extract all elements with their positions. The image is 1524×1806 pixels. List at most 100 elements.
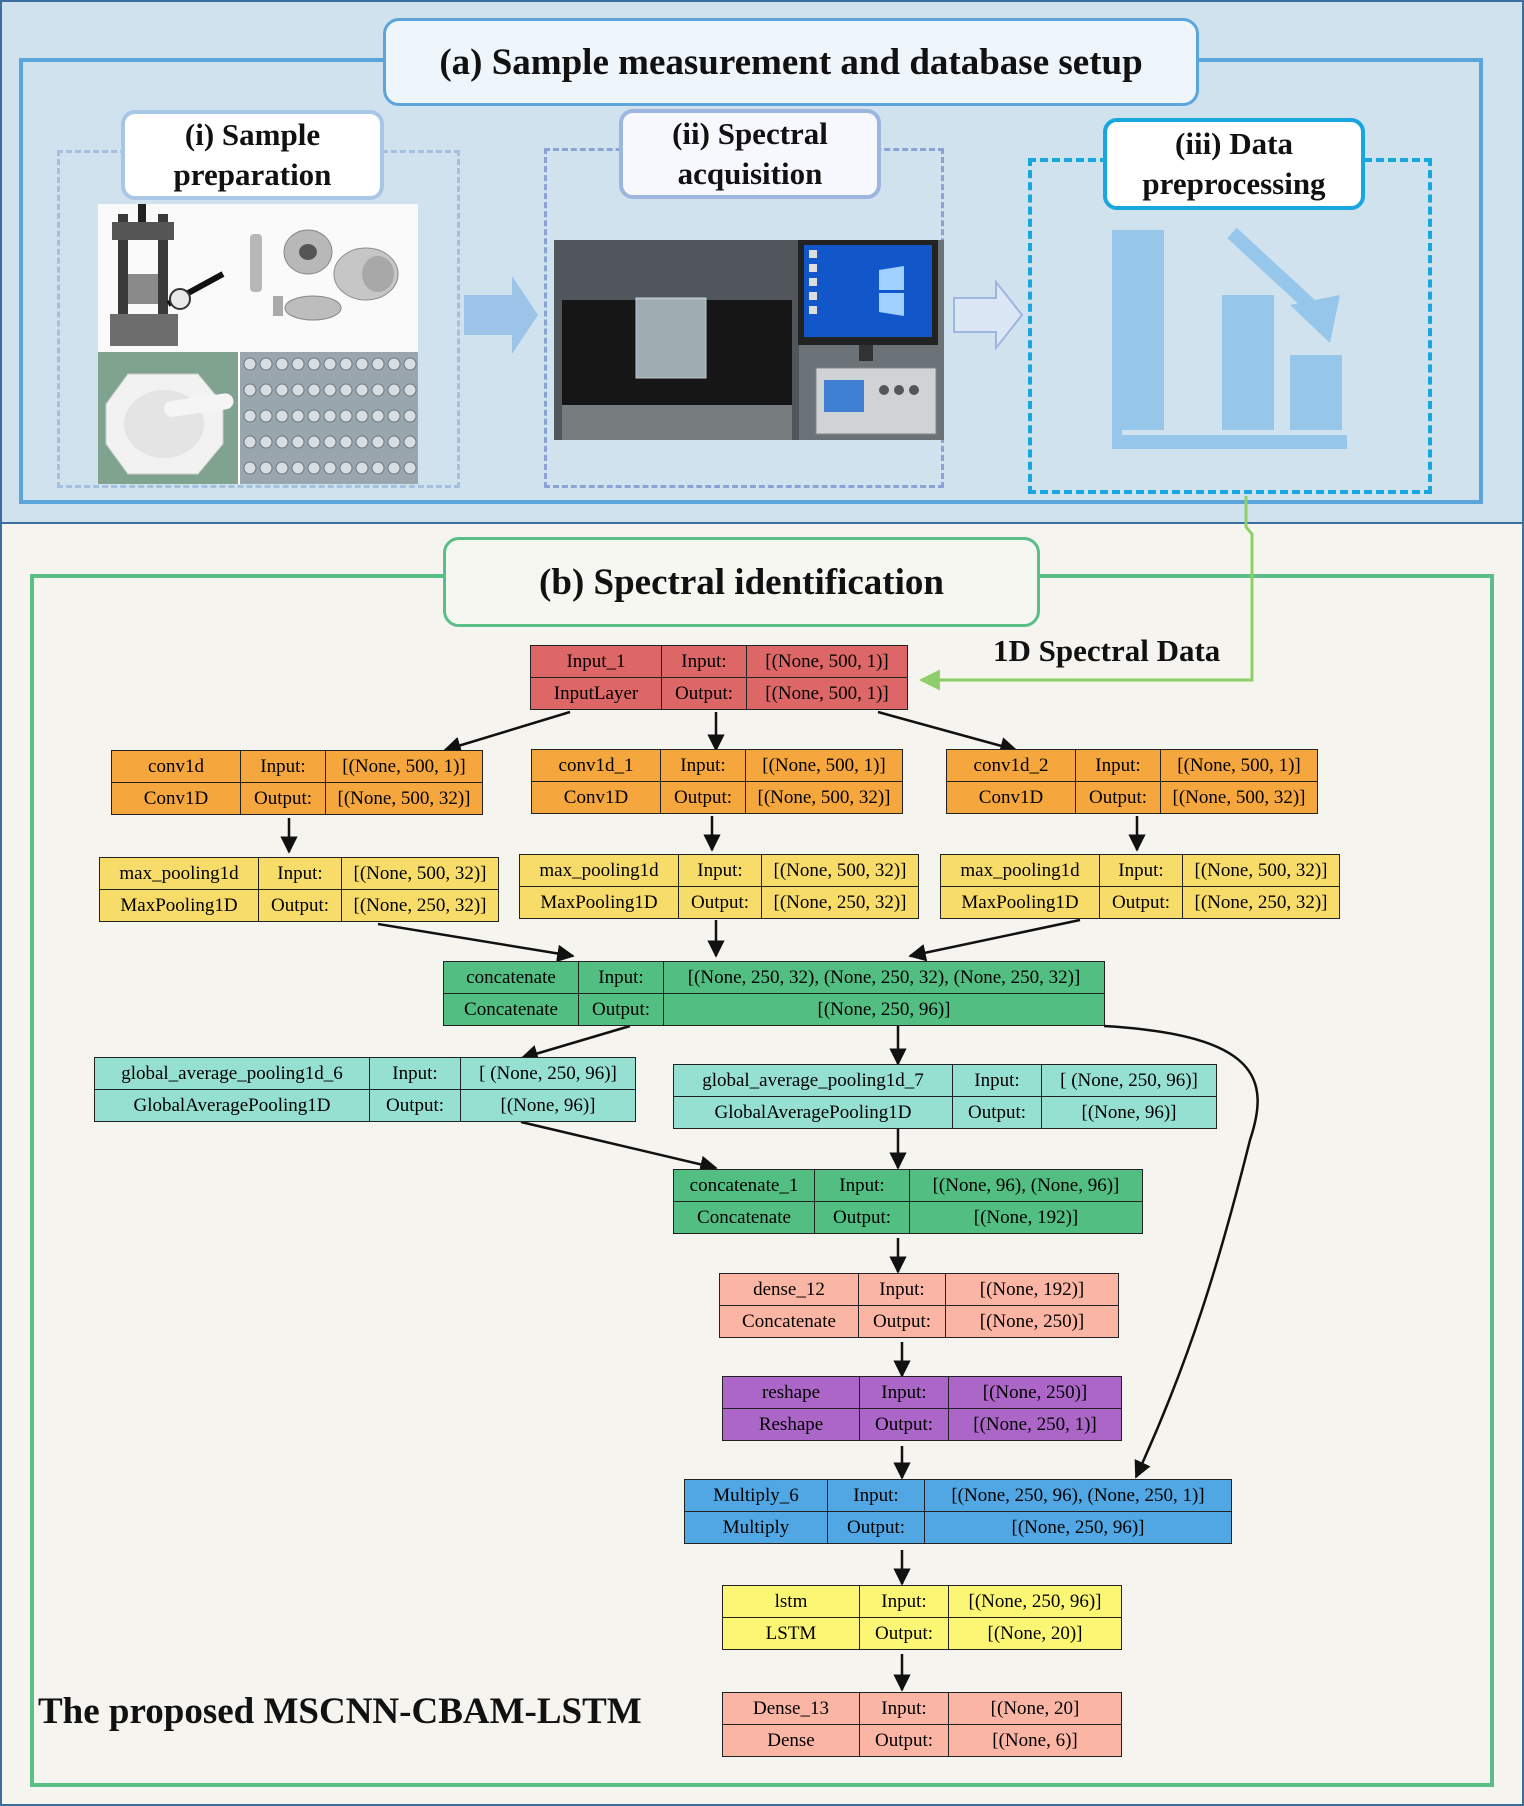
input-label: Input: xyxy=(660,749,746,782)
input-shape: [(None, 250)] xyxy=(948,1376,1122,1409)
layer-name: Multiply_6 xyxy=(684,1479,828,1512)
layer-name: global_average_pooling1d_6 xyxy=(94,1057,370,1090)
input-shape: [(None, 500, 32)] xyxy=(1182,854,1340,887)
input-shape: [(None, 192)] xyxy=(945,1273,1119,1306)
output-label: Output: xyxy=(858,1305,946,1338)
layer-name: conv1d xyxy=(111,750,241,783)
model-name-label: The proposed MSCNN-CBAM-LSTM xyxy=(38,1691,642,1732)
step-2-title: (ii) Spectral acquisition xyxy=(619,109,881,199)
input-label: Input: xyxy=(1075,749,1161,782)
layer-input-1: Input_1 Input: [(None, 500, 1)] InputLayer… xyxy=(530,645,908,710)
output-shape: [(None, 250, 32)] xyxy=(761,886,919,919)
output-shape: [(None, 96)] xyxy=(460,1089,636,1122)
spectrometer-photo xyxy=(554,240,944,440)
input-label: Input: xyxy=(369,1057,461,1090)
layer-type: Concatenate xyxy=(673,1201,815,1234)
output-label: Output: xyxy=(859,1617,949,1650)
layer-type: Conv1D xyxy=(111,782,241,815)
layer-type: GlobalAveragePooling1D xyxy=(94,1089,370,1122)
layer-reshape: reshape Input: [(None, 250)] Reshape Output… xyxy=(722,1376,1122,1441)
output-label: Output: xyxy=(678,886,762,919)
layer-conv1d: conv1d Input: [(None, 500, 1)] Conv1D Outpu… xyxy=(111,750,483,815)
output-shape: [(None, 250)] xyxy=(945,1305,1119,1338)
layer-dense-13: Dense_13 Input: [(None, 20] Dense Output:[(… xyxy=(722,1692,1122,1757)
output-label: Output: xyxy=(859,1724,949,1757)
input-shape: [(None, 500, 32)] xyxy=(761,854,919,887)
input-label: Input: xyxy=(859,1692,949,1725)
input-label: Input: xyxy=(814,1169,910,1202)
output-shape: [(None, 250, 96)] xyxy=(663,993,1105,1026)
layer-type: Conv1D xyxy=(946,781,1076,814)
input-shape: [(None, 500, 1)] xyxy=(745,749,903,782)
input-shape: [(None, 96), (None, 96)] xyxy=(909,1169,1143,1202)
output-label: Output: xyxy=(1099,886,1183,919)
output-label: Output: xyxy=(660,781,746,814)
output-label: Output: xyxy=(258,889,342,922)
output-label: Output: xyxy=(661,677,747,710)
layer-type: Conv1D xyxy=(531,781,661,814)
arrow-step-1-to-2 xyxy=(464,276,538,354)
output-label: Output: xyxy=(1075,781,1161,814)
input-label: Input: xyxy=(827,1479,925,1512)
layer-name: global_average_pooling1d_7 xyxy=(673,1064,953,1097)
spectral-data-label: 1D Spectral Data xyxy=(993,633,1221,668)
layer-type: Concatenate xyxy=(443,993,579,1026)
input-shape: [(None, 500, 32)] xyxy=(341,857,499,890)
layer-type: Multiply xyxy=(684,1511,828,1544)
layer-global-average-pooling1d-6: global_average_pooling1d_6 Input:[ (None,… xyxy=(94,1057,636,1122)
input-label: Input: xyxy=(240,750,326,783)
output-shape: [(None, 6)] xyxy=(948,1724,1122,1757)
layer-name: dense_12 xyxy=(719,1273,859,1306)
layer-name: max_pooling1d xyxy=(940,854,1100,887)
sample-preparation-photo xyxy=(98,204,418,484)
layer-max-pooling1d-c: max_pooling1d Input: [(None, 500, 32)] Max… xyxy=(940,854,1340,919)
panel-b-title: (b) Spectral identification xyxy=(443,537,1040,627)
input-shape: [(None, 500, 1)] xyxy=(1160,749,1318,782)
input-shape: [(None, 250, 32), (None, 250, 32), (None… xyxy=(663,961,1105,994)
input-label: Input: xyxy=(1099,854,1183,887)
input-label: Input: xyxy=(859,1376,949,1409)
layer-name: reshape xyxy=(722,1376,860,1409)
layer-max-pooling1d-a: max_pooling1d Input: [(None, 500, 32)] Max… xyxy=(99,857,499,922)
input-label: Input: xyxy=(859,1585,949,1618)
input-label: Input: xyxy=(858,1273,946,1306)
input-shape: [(None, 250, 96), (None, 250, 1)] xyxy=(924,1479,1232,1512)
output-label: Output: xyxy=(814,1201,910,1234)
sample-press-illustration xyxy=(98,204,418,484)
output-shape: [(None, 500, 32)] xyxy=(1160,781,1318,814)
layer-name: conv1d_1 xyxy=(531,749,661,782)
input-shape: [ (None, 250, 96)] xyxy=(460,1057,636,1090)
input-label: Input: xyxy=(578,961,664,994)
panel-a-title: (a) Sample measurement and database setu… xyxy=(383,18,1199,106)
output-shape: [(None, 250, 32)] xyxy=(341,889,499,922)
input-shape: [(None, 250, 96)] xyxy=(948,1585,1122,1618)
output-shape: [(None, 250, 1)] xyxy=(948,1408,1122,1441)
input-shape: [(None, 20] xyxy=(948,1692,1122,1725)
layer-lstm: lstm Input: [(None, 250, 96)] LSTM Output:[… xyxy=(722,1585,1122,1650)
input-shape: [(None, 500, 1)] xyxy=(746,645,908,678)
input-label: Input: xyxy=(661,645,747,678)
output-label: Output: xyxy=(859,1408,949,1441)
layer-name: max_pooling1d xyxy=(519,854,679,887)
layer-type: Dense xyxy=(722,1724,860,1757)
output-shape: [(None, 192)] xyxy=(909,1201,1143,1234)
layer-name: concatenate_1 xyxy=(673,1169,815,1202)
output-shape: [(None, 500, 32)] xyxy=(745,781,903,814)
layer-multiply-6: Multiply_6 Input: [(None, 250, 96), (None,… xyxy=(684,1479,1232,1544)
input-label: Input: xyxy=(678,854,762,887)
layer-type: MaxPooling1D xyxy=(519,886,679,919)
bar-chart-decline-icon xyxy=(1112,227,1347,449)
layer-type: Reshape xyxy=(722,1408,860,1441)
input-label: Input: xyxy=(258,857,342,890)
layer-name: lstm xyxy=(722,1585,860,1618)
output-label: Output: xyxy=(952,1096,1042,1129)
layer-conv1d-1: conv1d_1 Input: [(None, 500, 1)] Conv1D Out… xyxy=(531,749,903,814)
layer-type: Concatenate xyxy=(719,1305,859,1338)
input-shape: [(None, 500, 1)] xyxy=(325,750,483,783)
step-3-title: (iii) Data preprocessing xyxy=(1103,118,1365,210)
layer-type: MaxPooling1D xyxy=(940,886,1100,919)
layer-name: conv1d_2 xyxy=(946,749,1076,782)
arrow-step-2-to-3 xyxy=(953,279,1024,351)
output-shape: [(None, 250, 96)] xyxy=(924,1511,1232,1544)
